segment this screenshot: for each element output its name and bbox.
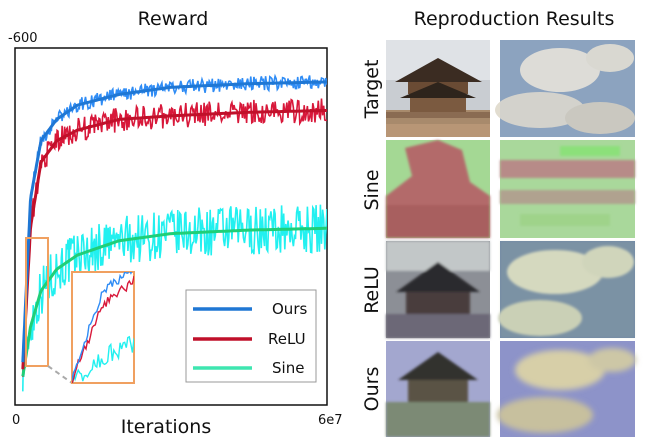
inset-line-relu [72, 275, 134, 383]
x-axis-label: Iterations [121, 416, 212, 437]
legend-label-sine: Sine [272, 359, 304, 377]
plot-area: Ours ReLU Sine [14, 47, 328, 406]
legend-label-relu: ReLU [268, 330, 306, 348]
legend-label-ours: Ours [272, 300, 307, 318]
smooth-line-sine [21, 226, 327, 377]
zoom-connector [47, 365, 73, 384]
smooth-line-relu [21, 109, 327, 370]
relu-image-pagoda [386, 241, 490, 338]
target-image-pagoda [386, 40, 490, 137]
inset-frame [71, 271, 135, 384]
raw-line-sine [22, 204, 327, 392]
row-label-ours: Ours [361, 367, 383, 412]
inset [71, 271, 135, 384]
legend: Ours ReLU Sine [185, 289, 317, 383]
sine-image-sky [500, 140, 635, 238]
x-tick-min: 0 [12, 413, 20, 428]
smooth-series-layer [21, 80, 327, 377]
target-image-sky [495, 40, 635, 137]
sine-image-pagoda [386, 140, 490, 238]
row-label-relu: ReLU [361, 266, 383, 314]
ours-image-sky [497, 341, 636, 437]
x-tick-max: 6e7 [318, 413, 343, 428]
inset-line-ours [72, 272, 133, 381]
y-tick-top: -600 [8, 31, 38, 46]
row-label-target: Target [361, 60, 383, 120]
inset-series-layer [72, 272, 134, 383]
results-title: Reproduction Results [414, 8, 615, 30]
relu-image-sky [498, 241, 635, 338]
row-label-sine: Sine [361, 169, 383, 210]
inset-line-sine [72, 335, 134, 383]
zoom-box [25, 237, 49, 367]
chart-title: Reward [138, 8, 209, 30]
ours-image-pagoda [386, 341, 490, 437]
smooth-line-ours [21, 80, 327, 363]
